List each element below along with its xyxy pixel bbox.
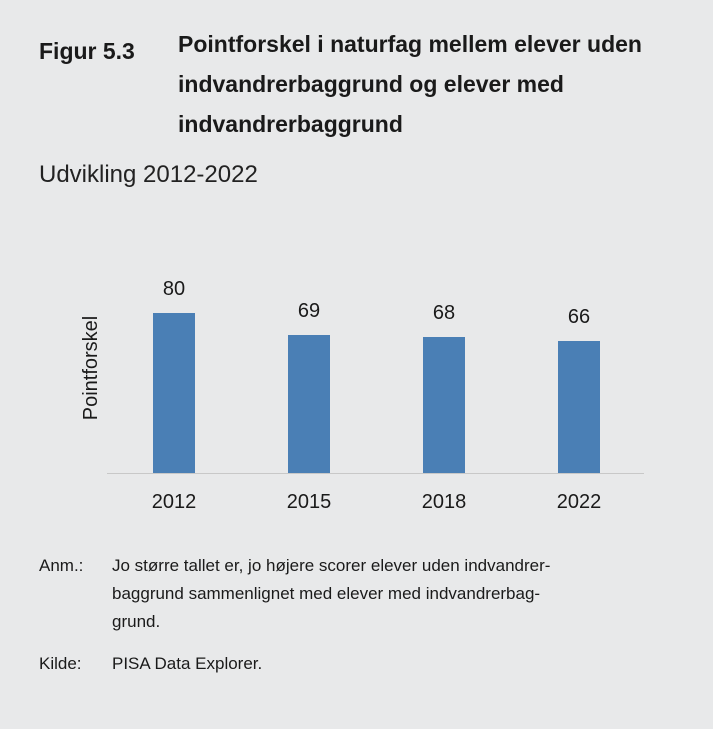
source-label: Kilde: (39, 654, 82, 673)
x-tick-label: 2015 (287, 491, 332, 513)
data-label: 69 (298, 300, 320, 322)
bar (423, 337, 465, 473)
source-text: PISA Data Explorer. (112, 654, 263, 673)
note-label: Anm.: (39, 556, 84, 575)
note-line: Jo større tallet er, jo højere scorer el… (112, 556, 551, 575)
bar (558, 341, 600, 473)
x-tick-label: 2018 (422, 491, 467, 513)
bar (153, 313, 195, 473)
note-text: Jo større tallet er, jo højere scorer el… (112, 552, 652, 636)
x-tick-label: 2022 (557, 491, 602, 513)
figure-number: Figur 5.3 (39, 38, 135, 64)
x-tick-label: 2012 (152, 491, 197, 513)
note-line: baggrund sammenlignet med elever med ind… (112, 584, 541, 603)
data-label: 66 (568, 306, 590, 328)
figure-title: Pointforskel i naturfag mellem elever ud… (178, 31, 642, 137)
note-line: grund. (112, 612, 161, 631)
figure-subtitle: Udvikling 2012-2022 (39, 161, 258, 188)
bar (288, 335, 330, 473)
data-label: 80 (163, 278, 185, 300)
y-axis-label: Pointforskel (80, 316, 102, 421)
data-label: 68 (433, 302, 455, 324)
